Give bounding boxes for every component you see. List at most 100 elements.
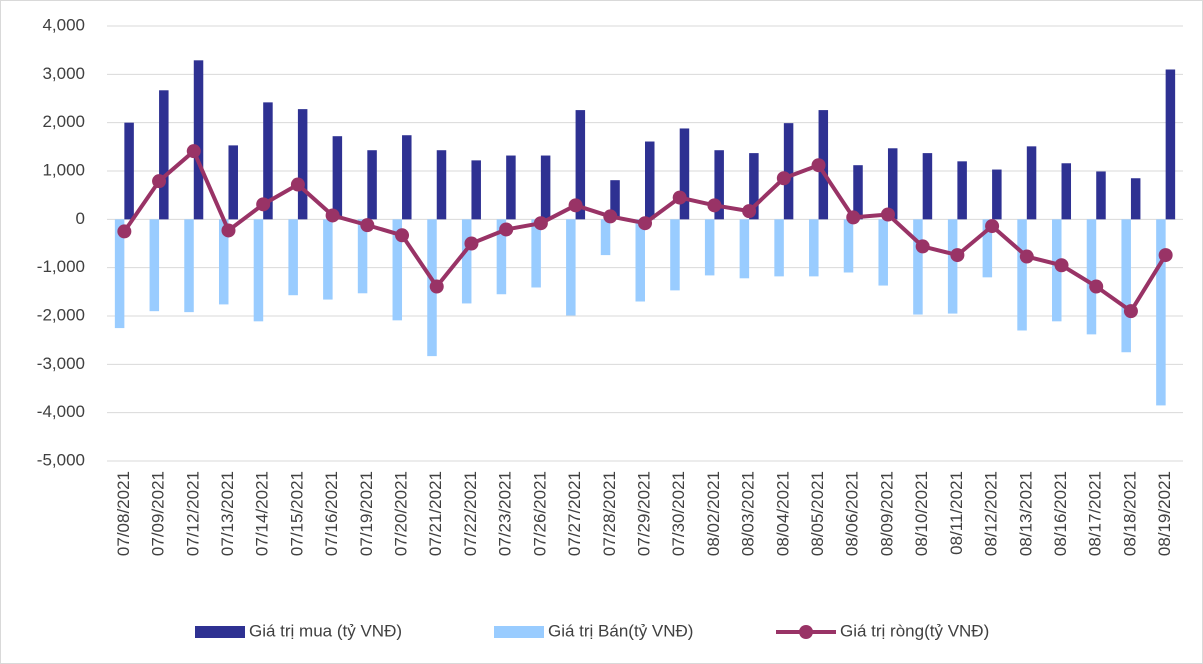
bar — [218, 219, 229, 305]
marker — [568, 198, 583, 213]
y-tick-label: 3,000 — [42, 64, 85, 83]
bar — [1026, 146, 1037, 220]
bar — [1017, 219, 1027, 331]
marker — [533, 216, 548, 231]
bar — [982, 219, 993, 278]
bar — [332, 136, 343, 220]
marker — [221, 223, 236, 238]
x-tick-label: 07/14/2021 — [253, 471, 272, 556]
marker — [429, 279, 444, 294]
x-tick-label: 07/09/2021 — [149, 471, 168, 556]
marker — [464, 236, 479, 251]
bar — [496, 219, 507, 295]
legend-label: Giá trị ròng(tỷ VNĐ) — [840, 621, 989, 640]
x-tick-label: 08/13/2021 — [1016, 471, 1035, 556]
bar — [159, 90, 169, 220]
bar — [461, 219, 472, 304]
y-tick-label: -1,000 — [37, 257, 85, 276]
marker — [152, 174, 167, 189]
x-tick-label: 08/06/2021 — [843, 471, 862, 556]
bar — [297, 109, 308, 220]
marker — [707, 198, 722, 213]
bar — [887, 148, 898, 220]
x-tick-label: 08/12/2021 — [982, 471, 1001, 556]
bar — [749, 153, 759, 220]
x-tick-label: 07/16/2021 — [322, 471, 341, 556]
bar — [540, 155, 551, 220]
marker — [915, 239, 930, 254]
legend-swatch — [195, 626, 245, 638]
x-tick-label: 07/20/2021 — [392, 471, 411, 556]
y-tick-label: 4,000 — [42, 15, 85, 34]
x-tick-label: 07/19/2021 — [357, 471, 376, 556]
bar — [714, 150, 724, 220]
y-tick-label: 1,000 — [42, 160, 85, 179]
bar — [253, 219, 264, 322]
marker — [985, 219, 1000, 234]
bar — [843, 219, 854, 273]
x-tick-label: 08/03/2021 — [739, 471, 758, 556]
x-tick-label: 07/21/2021 — [426, 471, 445, 556]
bar — [471, 160, 481, 220]
marker — [1089, 279, 1104, 294]
x-tick-label: 07/26/2021 — [530, 471, 549, 556]
bar — [947, 219, 958, 314]
bar — [679, 128, 690, 220]
marker — [672, 190, 687, 205]
bar — [184, 219, 194, 313]
y-tick-label: 0 — [76, 209, 85, 228]
bar — [1165, 69, 1176, 220]
bar — [114, 219, 125, 329]
marker — [395, 228, 410, 243]
bar — [402, 135, 412, 220]
bar — [739, 219, 750, 279]
bar — [853, 165, 863, 220]
marker — [117, 224, 132, 239]
x-tick-label: 07/30/2021 — [669, 471, 688, 556]
bar — [992, 169, 1002, 220]
y-tick-label: -4,000 — [37, 402, 85, 421]
marker — [256, 197, 271, 212]
marker — [290, 177, 305, 192]
bar — [809, 219, 819, 277]
x-tick-label: 07/27/2021 — [565, 471, 584, 556]
marker — [1019, 249, 1034, 264]
x-tick-label: 07/23/2021 — [496, 471, 515, 556]
bar — [774, 219, 784, 277]
marker — [742, 204, 757, 219]
legend-label: Giá trị Bán(tỷ VNĐ) — [548, 621, 693, 640]
marker — [325, 208, 340, 223]
bar — [1121, 219, 1131, 353]
marker — [1123, 304, 1138, 319]
x-tick-label: 08/05/2021 — [808, 471, 827, 556]
x-tick-label: 08/09/2021 — [877, 471, 896, 556]
y-tick-label: -3,000 — [37, 354, 85, 373]
x-tick-label: 08/10/2021 — [912, 471, 931, 556]
y-tick-label: 2,000 — [42, 112, 85, 131]
x-tick-label: 08/16/2021 — [1051, 471, 1070, 556]
bar — [506, 155, 516, 220]
bar — [645, 141, 655, 220]
x-tick-label: 08/18/2021 — [1120, 471, 1139, 556]
marker — [950, 248, 965, 263]
bar — [922, 153, 933, 220]
marker — [638, 216, 652, 231]
legend-swatch — [799, 625, 813, 639]
bar — [610, 180, 620, 220]
bar — [670, 219, 680, 291]
x-tick-label: 08/17/2021 — [1086, 471, 1105, 556]
bar — [531, 219, 541, 288]
bar — [263, 102, 273, 220]
x-tick-label: 07/15/2021 — [287, 471, 306, 556]
marker — [603, 209, 618, 224]
bar — [783, 123, 794, 220]
bar — [288, 219, 298, 296]
bar — [1086, 219, 1097, 335]
bar — [392, 219, 403, 321]
bar — [1156, 219, 1166, 406]
x-tick-label: 07/28/2021 — [600, 471, 619, 556]
x-tick-label: 07/12/2021 — [183, 471, 202, 556]
bar — [357, 219, 368, 294]
